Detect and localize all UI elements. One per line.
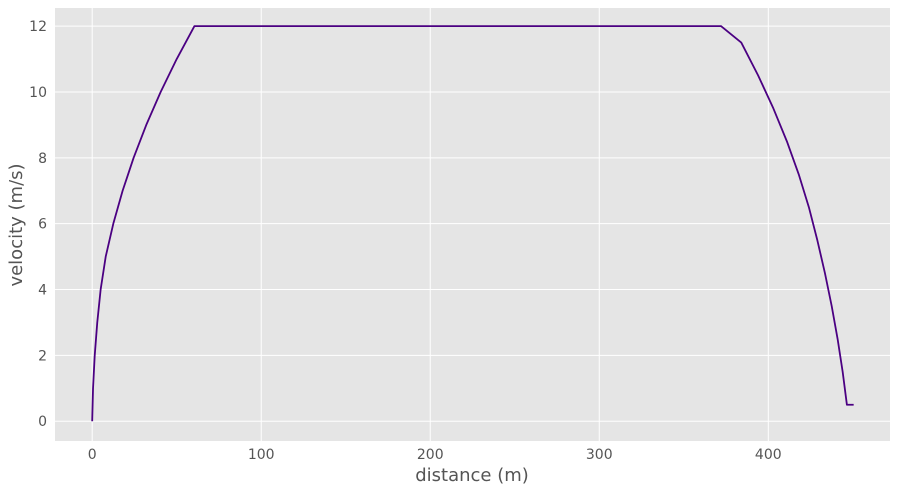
y-tick-label: 6 (38, 217, 47, 233)
y-axis-label: velocity (m/s) (6, 163, 27, 286)
data-series (91, 25, 854, 422)
y-tick-label: 4 (38, 283, 47, 299)
x-tick-label: 100 (248, 447, 275, 463)
y-tick-label: 10 (29, 85, 47, 101)
x-tick-label: 200 (417, 447, 444, 463)
velocity-line (91, 25, 854, 422)
y-tick-label: 0 (38, 414, 47, 430)
tick-labels: 0 100 200 300 400 0 2 4 6 8 10 12 (29, 19, 781, 463)
x-axis-label: distance (m) (415, 465, 529, 486)
plot-area (55, 8, 890, 441)
y-tick-label: 12 (29, 19, 47, 35)
x-tick-label: 0 (88, 447, 97, 463)
y-tick-label: 2 (38, 348, 47, 364)
y-tick-label: 8 (38, 151, 47, 167)
x-tick-label: 400 (755, 447, 782, 463)
x-tick-label: 300 (586, 447, 613, 463)
